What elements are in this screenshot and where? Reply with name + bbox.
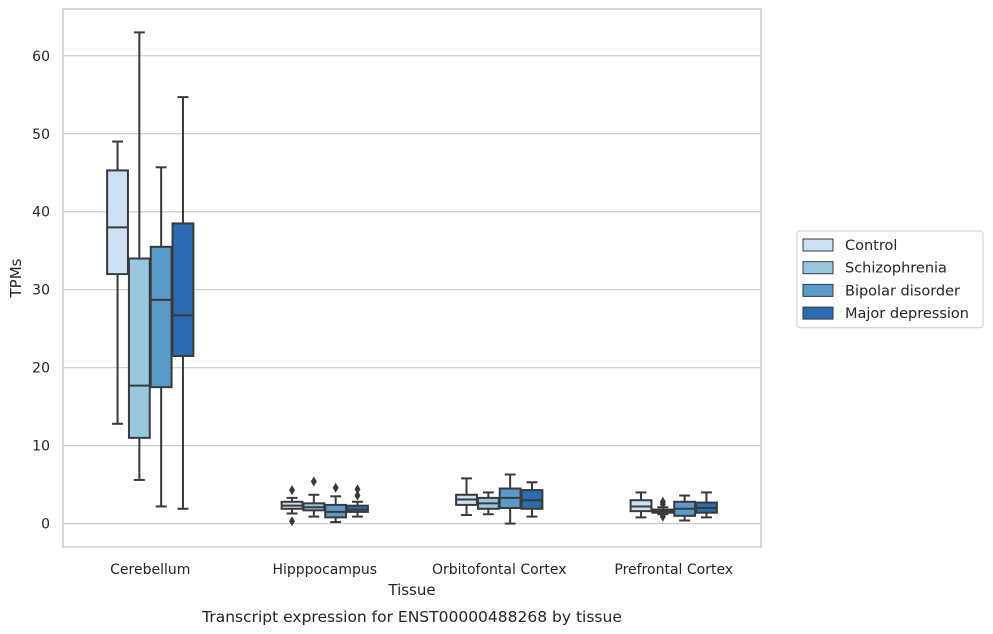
x-tick-label: Hipppocampus — [272, 562, 377, 578]
x-axis-title: Tissue — [387, 581, 435, 599]
box — [673, 494, 697, 522]
y-tick-label: 60 — [32, 49, 50, 65]
box — [127, 31, 151, 481]
box-series-layer — [106, 31, 718, 527]
legend-label: Major depression — [845, 306, 969, 322]
box-body — [127, 257, 151, 439]
y-axis-title: TPMs — [7, 258, 25, 298]
y-tick-label: 50 — [32, 127, 50, 143]
legend-swatch — [802, 283, 834, 297]
outlier-point — [289, 516, 296, 527]
outlier-point — [659, 499, 666, 510]
legend-swatch — [802, 306, 834, 320]
x-tick-label: Cerebellum — [110, 562, 190, 578]
series-schizophrenia — [127, 31, 675, 522]
y-tick-label: 40 — [32, 205, 50, 221]
plot-area-frame — [62, 8, 762, 548]
box — [520, 481, 544, 518]
box-body — [171, 222, 195, 357]
x-tick-label: Prefrontal Cortex — [614, 562, 733, 578]
outlier-point — [354, 490, 361, 501]
outlier-point — [332, 482, 339, 493]
legend: Control Schizophrenia Bipolar disorder Majo… — [796, 230, 984, 329]
box — [651, 496, 675, 522]
box — [106, 140, 129, 425]
legend-item: Control — [802, 238, 897, 254]
outlier-point — [289, 485, 296, 496]
outlier-point — [659, 511, 666, 522]
series-major-depression — [171, 96, 718, 519]
box — [455, 477, 478, 517]
y-tick-label: 0 — [41, 517, 50, 533]
x-axis-ticks: Cerebellum Hipppocampus Orbitofontal Corte… — [110, 562, 733, 578]
series-control — [106, 140, 653, 527]
legend-item: Schizophrenia — [802, 261, 947, 277]
box — [695, 491, 718, 519]
outlier-point — [354, 484, 361, 495]
box — [498, 473, 522, 525]
y-axis-ticks: 0 10 20 30 40 50 60 — [32, 49, 50, 533]
legend-label: Control — [845, 238, 897, 254]
legend-item: Bipolar disorder — [802, 283, 960, 299]
legend-frame — [796, 230, 984, 329]
x-tick-label: Orbitofontal Cortex — [432, 562, 567, 578]
y-tick-label: 30 — [32, 283, 50, 299]
legend-items: Control Schizophrenia Bipolar disorder Majo… — [802, 238, 969, 322]
y-tick-label: 20 — [32, 361, 50, 377]
legend-item: Major depression — [802, 306, 969, 322]
legend-swatch — [802, 238, 834, 252]
legend-label: Schizophrenia — [845, 261, 947, 277]
box — [171, 96, 195, 510]
outlier-point — [310, 476, 317, 487]
box — [629, 491, 653, 519]
box-body — [149, 245, 173, 389]
box — [346, 484, 369, 518]
box-body — [106, 169, 129, 276]
legend-label: Bipolar disorder — [845, 283, 960, 299]
box — [324, 482, 348, 524]
y-tick-label: 10 — [32, 439, 50, 455]
chart-caption: Transcript expression for ENST0000048826… — [201, 608, 622, 626]
legend-swatch — [802, 261, 834, 275]
